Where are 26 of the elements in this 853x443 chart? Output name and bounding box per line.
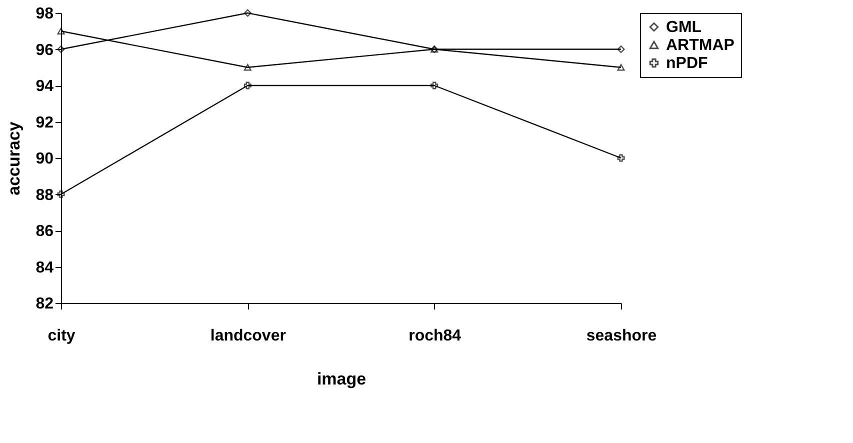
point bbox=[244, 82, 252, 90]
legend-label: ARTMAP bbox=[666, 37, 735, 54]
y-tick-label: 84 bbox=[36, 259, 54, 276]
y-tick-label: 98 bbox=[36, 6, 54, 22]
point bbox=[430, 82, 438, 90]
point bbox=[617, 45, 625, 54]
y-tick-label: 86 bbox=[36, 223, 54, 240]
point bbox=[244, 9, 252, 17]
x-axis-title: image bbox=[316, 370, 366, 388]
y-tick-label: 96 bbox=[36, 42, 54, 59]
x-tick-label: seashore bbox=[586, 328, 657, 344]
x-tick-label: city bbox=[48, 328, 76, 344]
point bbox=[244, 64, 252, 71]
point bbox=[617, 154, 625, 162]
x-tick-label: roch84 bbox=[408, 328, 462, 344]
y-tick-label: 82 bbox=[36, 296, 54, 312]
y-axis-title: accuracy bbox=[4, 121, 24, 196]
x-tick-label: landcover bbox=[210, 328, 286, 344]
y-tick-label: 90 bbox=[36, 150, 54, 168]
y-tick-label: 94 bbox=[36, 78, 54, 95]
y-tick-label: 92 bbox=[36, 114, 54, 132]
point bbox=[617, 64, 625, 71]
legend-label: GML bbox=[666, 19, 702, 36]
legend-label: nPDF bbox=[666, 55, 708, 72]
point bbox=[57, 28, 65, 34]
y-tick-label: 88 bbox=[36, 186, 54, 204]
